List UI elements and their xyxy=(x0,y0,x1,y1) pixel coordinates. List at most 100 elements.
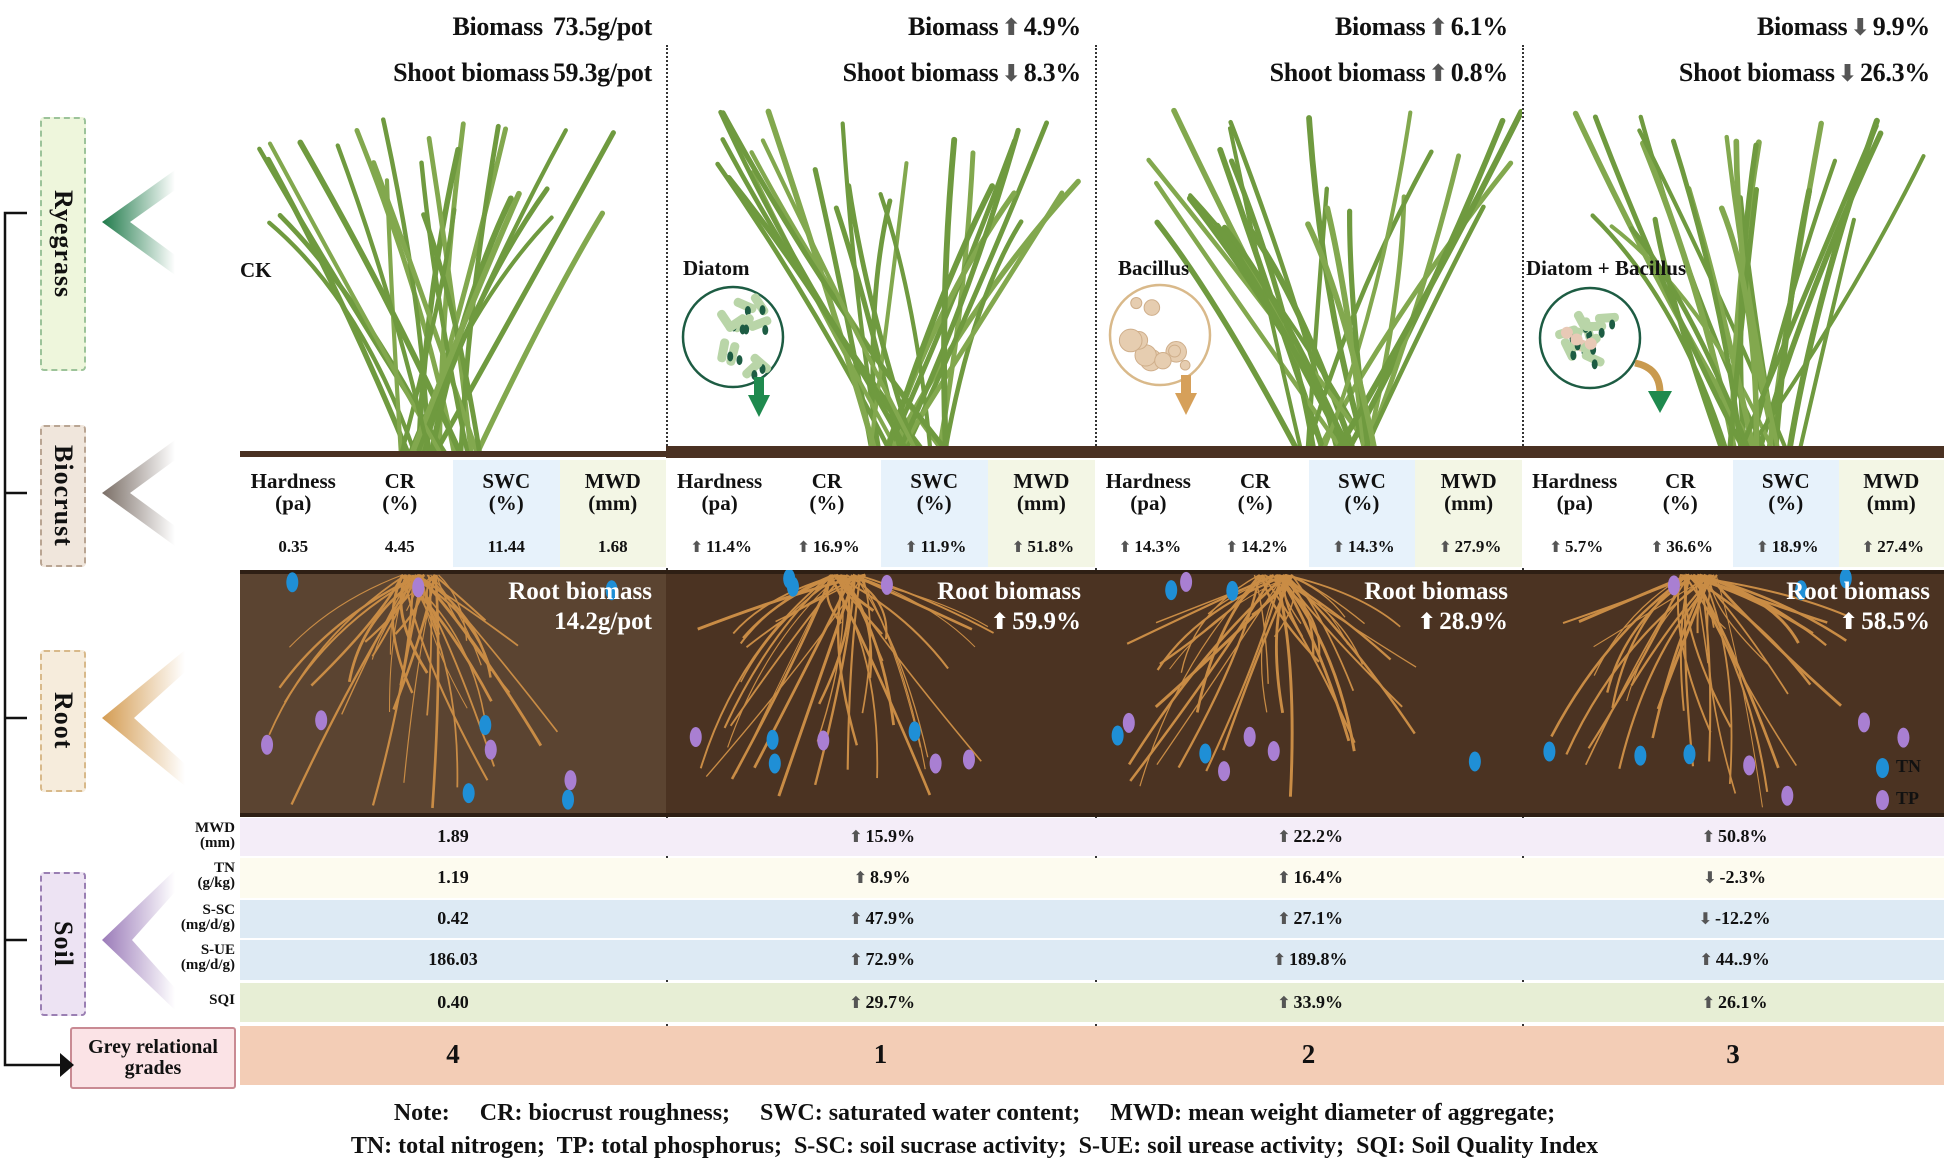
arrow-up-icon: ⬆ xyxy=(1225,538,1239,556)
soil-row-label-mwd: MWD (mm) xyxy=(115,821,235,851)
soil-row-unit: (mm) xyxy=(200,835,235,851)
biocrust-header-name: Hardness xyxy=(1105,469,1191,493)
grass-blade xyxy=(878,192,933,455)
grass-blade xyxy=(896,190,1065,455)
value-text: 4.9% xyxy=(1023,12,1082,41)
biocrust-cell-bg xyxy=(1415,460,1522,567)
biomass-label: Biomass xyxy=(1335,12,1426,41)
biocrust-header-name: CR xyxy=(1665,469,1696,493)
biocrust-header-hardness: Hardness (pa) xyxy=(666,470,773,514)
biocrust-header-name: SWC xyxy=(1337,469,1386,493)
root-biomass-title: Root biomass xyxy=(1786,578,1930,605)
soil-value: 0.42 xyxy=(240,908,666,929)
soil-row-name: TN xyxy=(214,860,235,876)
grass-blade xyxy=(1724,134,1781,455)
biocrust-cell-bg xyxy=(1201,460,1309,567)
value-text: 11.44 xyxy=(487,537,525,556)
root-biomass-title: Root biomass xyxy=(508,578,652,605)
arrow-up-icon: ⬆ xyxy=(990,609,1010,635)
grass-blade xyxy=(1347,208,1371,455)
biocrust-header-hardness: Hardness (pa) xyxy=(240,470,347,514)
value-text: 1.19 xyxy=(437,867,469,887)
biocrust-value: ⬆ 11.4% xyxy=(666,537,773,557)
biocrust-header-name: SWC xyxy=(482,469,531,493)
legend-tn-label: TN xyxy=(1896,756,1922,776)
soil-value: ⬆ 189.8% xyxy=(1095,949,1522,970)
grass-blade xyxy=(715,161,893,455)
biocrust-header-unit: (mm) xyxy=(588,491,638,515)
chevron-biocrust-icon xyxy=(102,440,175,546)
bracket-line xyxy=(3,211,62,1067)
treatment-label: Diatom xyxy=(683,256,750,280)
biocrust-header-name: SWC xyxy=(910,469,959,493)
biocrust-header-name: MWD xyxy=(1440,469,1497,493)
arrow-up-icon: ⬆ xyxy=(1276,868,1291,887)
grass-blade xyxy=(1333,108,1522,455)
biocrust-value: 0.35 xyxy=(240,537,347,557)
note-line-2: TN: total nitrogen; TP: total phosphorus… xyxy=(350,1133,1599,1159)
soil-value: ⬆ 72.9% xyxy=(666,949,1095,970)
root-biomass-value: ⬆ 28.9% xyxy=(1364,607,1508,637)
value-text: 8.3% xyxy=(1023,58,1082,87)
biocrust-header-cr: CR (%) xyxy=(1202,470,1309,514)
biocrust-header-swc: SWC (%) xyxy=(1309,470,1416,514)
value-text: 27.4% xyxy=(1877,537,1925,556)
biomass-label: Biomass xyxy=(908,12,999,41)
shoot-biomass-header: Shoot biomass 59.3g/pot xyxy=(393,58,652,88)
value-text: 14.3% xyxy=(1347,537,1395,556)
value-text: 0.42 xyxy=(437,908,469,928)
grass-blade xyxy=(1797,217,1856,455)
biocrust-header-unit: (%) xyxy=(1344,491,1380,515)
biocrust-header-unit: (%) xyxy=(382,491,418,515)
diatom-microbe-circle-icon xyxy=(681,285,785,417)
value-text: 16.4% xyxy=(1293,867,1344,887)
soil-row-label-sqi: SQI xyxy=(115,993,235,1008)
grass-blade xyxy=(1590,213,1730,455)
soil-value: 1.89 xyxy=(240,826,666,847)
section-ryegrass: Ryegrass xyxy=(40,117,86,371)
root-biomass-label: Root biomass ⬆ 58.5% xyxy=(1786,577,1930,637)
root-biomass-label: Root biomass ⬆ 59.9% xyxy=(937,577,1081,637)
soil-row-label-s-ue: S-UE (mg/d/g) xyxy=(115,943,235,973)
biocrust-cell-bg xyxy=(880,460,988,567)
biocrust-header-unit: (mm) xyxy=(1444,491,1494,515)
grass-blade xyxy=(419,160,470,455)
biocrust-header-swc: SWC (%) xyxy=(453,470,560,514)
grey-relational-grades-label: Grey relational grades xyxy=(70,1027,236,1089)
note-line-1: Note: CR: biocrust roughness; SWC: satur… xyxy=(393,1100,1556,1126)
biocrust-header-unit: (pa) xyxy=(275,491,312,515)
biomass-header: Biomass ⬆ 4.9% xyxy=(908,12,1081,42)
grass-blade xyxy=(1364,194,1407,455)
biomass-label: Biomass xyxy=(452,12,543,41)
grass-blade xyxy=(1363,153,1462,455)
soil-value: ⬇ -12.2% xyxy=(1522,908,1944,929)
grass-blade xyxy=(720,110,951,455)
grass-blade xyxy=(335,143,431,455)
value-text: 14.3% xyxy=(1134,537,1182,556)
shoot-biomass-label: Shoot biomass xyxy=(1269,58,1426,87)
biocrust-cell-bg xyxy=(773,460,881,567)
soil-row-name: S-UE xyxy=(200,942,235,958)
grass-blade xyxy=(1592,114,1748,455)
biocrust-header-name: MWD xyxy=(584,469,641,493)
section-soil-label: Soil xyxy=(49,921,78,967)
root-biomass-value: ⬆ 58.5% xyxy=(1786,607,1930,637)
biocrust-header-mwd: MWD (mm) xyxy=(988,470,1095,514)
bracket-arrow-icon xyxy=(60,1053,74,1077)
section-soil: Soil xyxy=(40,872,86,1016)
value-text: 27.1% xyxy=(1293,908,1344,928)
root-biomass-label: Root biomass 14.2g/pot xyxy=(508,577,652,637)
soil-row-bg xyxy=(240,983,1944,1022)
soil-row-bg xyxy=(240,818,1944,856)
grass-blade xyxy=(1629,226,1752,455)
arrow-down-icon: ⬇ xyxy=(1850,13,1870,41)
arrow-up-icon: ⬆ xyxy=(1755,538,1769,556)
soil-value: ⬆ 33.9% xyxy=(1095,992,1522,1013)
value-text: 26.1% xyxy=(1718,991,1768,1012)
mixed-microbe-circle-icon xyxy=(1538,286,1672,413)
arrow-down-icon: ⬇ xyxy=(1001,59,1021,87)
value-text: 29.7% xyxy=(865,991,916,1012)
grass-blade xyxy=(1154,219,1301,455)
arrow-up-icon: ⬆ xyxy=(1011,538,1025,556)
biocrust-header-swc: SWC (%) xyxy=(881,470,988,514)
